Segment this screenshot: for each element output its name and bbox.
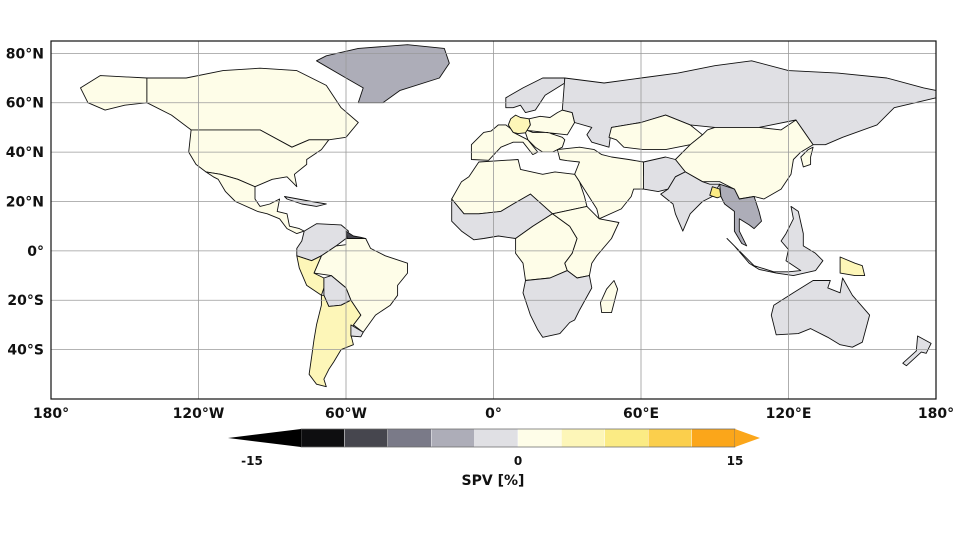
region-new-zealand bbox=[902, 335, 932, 367]
colorbar-bin bbox=[387, 428, 432, 448]
colorbar-bin bbox=[648, 428, 692, 448]
map-area bbox=[50, 40, 937, 400]
colorbar-tick-label: -15 bbox=[241, 454, 263, 468]
colorbar-tick-label: 0 bbox=[514, 454, 522, 468]
region-indonesia-philippines bbox=[726, 205, 824, 277]
colorbar-tick-label: 15 bbox=[727, 454, 744, 468]
colorbar-under-arrow bbox=[228, 429, 301, 447]
region-southeast-asia bbox=[719, 183, 762, 247]
region-kazakhstan bbox=[608, 114, 703, 151]
lon-tick-label: 180° bbox=[918, 406, 954, 422]
region-middle-east bbox=[556, 146, 647, 220]
region-russia bbox=[561, 60, 937, 148]
lon-tick-label: 120°W bbox=[173, 406, 225, 422]
colorbar-bin bbox=[691, 428, 736, 448]
lat-tick-label: 40°N bbox=[6, 145, 44, 161]
colorbar-ticks: -15 0 15 bbox=[241, 454, 743, 468]
colorbar-over-arrow bbox=[735, 429, 760, 447]
colorbar-bin bbox=[604, 428, 649, 448]
longitude-labels: 180° 120°W 60°W 0° 60°E 120°E 180° bbox=[33, 406, 954, 422]
region-southern-africa bbox=[522, 270, 593, 338]
lon-tick-label: 120°E bbox=[766, 406, 812, 422]
colorbar-bin bbox=[344, 428, 388, 448]
land-layer bbox=[80, 44, 937, 388]
lon-tick-label: 60°E bbox=[623, 406, 659, 422]
lat-tick-label: 20°N bbox=[6, 194, 44, 210]
colorbar-bin bbox=[517, 428, 562, 448]
lon-tick-label: 0° bbox=[485, 406, 502, 422]
region-papua-new-guinea bbox=[839, 256, 866, 277]
colorbar: -15 0 15 SPV [%] bbox=[228, 428, 760, 489]
region-chile-argentina bbox=[308, 294, 362, 388]
colorbar-bin bbox=[431, 428, 475, 448]
lon-tick-label: 180° bbox=[33, 406, 69, 422]
gridlines bbox=[51, 41, 936, 399]
lat-tick-label: 40°S bbox=[7, 343, 44, 359]
colorbar-bin bbox=[474, 428, 519, 448]
region-scandinavia bbox=[505, 77, 566, 114]
colorbar-bins bbox=[300, 428, 736, 448]
region-australia bbox=[770, 277, 871, 348]
colorbar-label: SPV [%] bbox=[462, 473, 525, 489]
region-mexico-central-america bbox=[205, 171, 305, 235]
lat-tick-label: 80°N bbox=[6, 46, 44, 62]
lon-tick-label: 60°W bbox=[325, 406, 367, 422]
lat-tick-label: 60°N bbox=[6, 96, 44, 112]
colorbar-bin bbox=[561, 428, 606, 448]
map-frame bbox=[50, 40, 937, 400]
region-alaska bbox=[80, 75, 148, 111]
colorbar-bin bbox=[300, 428, 345, 448]
latitude-labels: 80°N 60°N 40°N 20°N 0° 20°S 40°S bbox=[6, 46, 44, 358]
lat-tick-label: 20°S bbox=[7, 293, 44, 309]
region-madagascar bbox=[599, 280, 619, 314]
region-uruguay bbox=[350, 324, 364, 338]
lat-tick-label: 0° bbox=[27, 244, 44, 260]
